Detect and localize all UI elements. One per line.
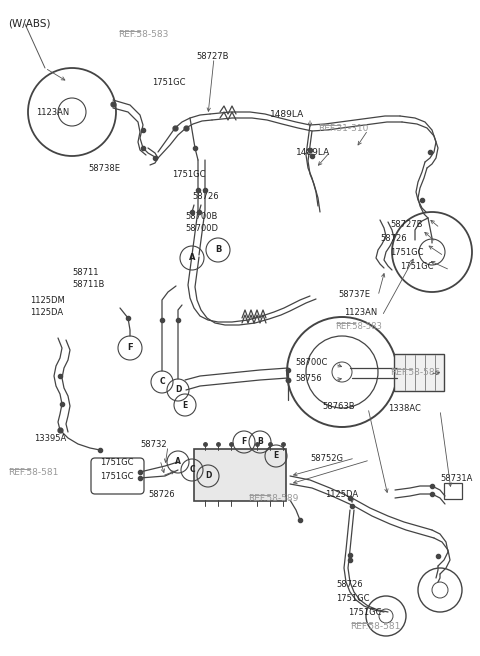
Text: E: E	[182, 401, 188, 409]
Text: 1489LA: 1489LA	[296, 148, 330, 157]
Text: REF.58-583: REF.58-583	[118, 30, 168, 39]
Text: 13395A: 13395A	[34, 434, 66, 443]
Text: F: F	[241, 438, 247, 447]
Text: 58738E: 58738E	[88, 164, 120, 173]
Text: 58726: 58726	[336, 580, 362, 589]
Text: 1338AC: 1338AC	[388, 404, 421, 413]
Text: REF.31-310: REF.31-310	[318, 124, 368, 133]
Text: 58763B: 58763B	[322, 402, 355, 411]
Text: 58731A: 58731A	[440, 474, 472, 483]
Text: 58727B: 58727B	[196, 52, 228, 61]
FancyBboxPatch shape	[194, 449, 286, 501]
Text: 1123AN: 1123AN	[344, 308, 377, 317]
Text: D: D	[175, 386, 181, 394]
Text: REF.58-581: REF.58-581	[350, 622, 400, 631]
Text: 58711B: 58711B	[72, 280, 104, 289]
Text: C: C	[189, 466, 195, 474]
Text: 1751GC: 1751GC	[336, 594, 370, 603]
Text: REF.58-583: REF.58-583	[335, 322, 382, 331]
Text: REF.58-585: REF.58-585	[390, 368, 440, 377]
Text: 58726: 58726	[192, 192, 218, 201]
Text: 1125DM: 1125DM	[30, 296, 65, 305]
Text: B: B	[215, 245, 221, 255]
Text: A: A	[175, 457, 181, 466]
Text: REF.58-589: REF.58-589	[248, 494, 299, 503]
Text: 1751GC: 1751GC	[390, 248, 423, 257]
Text: 58700B: 58700B	[185, 212, 217, 221]
Text: REF.58-581: REF.58-581	[8, 468, 59, 477]
Text: 1489LA: 1489LA	[270, 110, 304, 119]
Text: 1751GC: 1751GC	[100, 472, 133, 481]
Text: 58700D: 58700D	[185, 224, 218, 233]
Text: 58756: 58756	[295, 374, 322, 383]
Text: 1123AN: 1123AN	[36, 108, 69, 117]
Text: 58700C: 58700C	[295, 358, 327, 367]
Text: C: C	[159, 377, 165, 386]
FancyBboxPatch shape	[394, 354, 444, 391]
Text: 58726: 58726	[148, 490, 175, 499]
Text: F: F	[127, 344, 133, 352]
Text: 58732: 58732	[140, 440, 167, 449]
Text: 1751GC: 1751GC	[348, 608, 382, 617]
Text: 58711: 58711	[72, 268, 98, 277]
Text: E: E	[274, 451, 278, 461]
Text: 1125DA: 1125DA	[30, 308, 63, 317]
Text: 1751GC: 1751GC	[400, 262, 433, 271]
Text: 58727B: 58727B	[390, 220, 422, 229]
Text: 1125DA: 1125DA	[325, 490, 358, 499]
Text: (W/ABS): (W/ABS)	[8, 18, 50, 28]
Text: B: B	[257, 438, 263, 447]
Text: 1751GC: 1751GC	[152, 78, 185, 87]
Text: 1751GC: 1751GC	[100, 458, 133, 467]
Text: D: D	[205, 472, 211, 480]
Text: A: A	[189, 253, 195, 262]
Text: 58737E: 58737E	[338, 290, 370, 299]
Text: 58752G: 58752G	[310, 454, 343, 463]
Text: 58726: 58726	[380, 234, 407, 243]
Text: 1751GC: 1751GC	[172, 170, 205, 179]
